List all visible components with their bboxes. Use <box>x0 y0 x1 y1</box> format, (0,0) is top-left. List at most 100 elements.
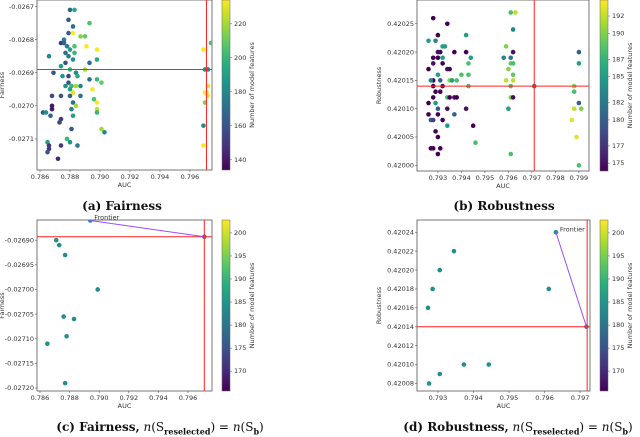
data-point <box>56 242 62 248</box>
data-point <box>435 106 441 112</box>
colorbar <box>221 219 231 392</box>
data-point <box>513 10 518 15</box>
data-point <box>435 134 441 140</box>
data-point <box>45 341 50 346</box>
data-point <box>67 93 73 99</box>
colorbar-tick-label: 195 <box>612 252 624 260</box>
data-point <box>452 49 457 55</box>
data-point <box>426 100 431 106</box>
data-point <box>51 70 56 76</box>
x-tick-label: 0.786 <box>31 173 50 181</box>
plot-area <box>36 0 213 171</box>
data-point <box>473 140 478 145</box>
data-point <box>428 146 434 151</box>
colorbar-tick-label: 190 <box>234 275 246 283</box>
data-point <box>201 47 206 52</box>
colorbar-tick-label: 185 <box>612 298 624 306</box>
y-tick-label: 0.42000 <box>387 162 414 170</box>
y-tick-label: 0.42024 <box>387 228 414 236</box>
colorbar-tick-label: 187 <box>612 55 624 63</box>
x-tick-label: 0.794 <box>464 394 483 402</box>
data-point <box>437 89 443 95</box>
data-point <box>451 248 457 254</box>
y-axis-label: Robustness <box>375 286 383 324</box>
data-point <box>201 123 206 128</box>
data-point <box>84 44 89 49</box>
data-point <box>49 106 55 112</box>
x-axis-label: AUC <box>118 402 132 410</box>
data-point <box>442 44 448 49</box>
data-point <box>99 126 104 132</box>
data-point <box>435 151 441 157</box>
data-point <box>201 143 206 148</box>
data-point <box>69 126 74 132</box>
colorbar-label: Number of model features <box>248 42 256 128</box>
data-point <box>73 83 79 89</box>
data-point <box>440 61 445 66</box>
data-point <box>53 237 59 243</box>
data-point <box>433 129 438 134</box>
data-point <box>78 83 83 89</box>
data-point <box>94 77 100 82</box>
data-point <box>64 333 69 339</box>
y-tick-label: -0.0269 <box>9 69 34 77</box>
data-point <box>58 143 64 148</box>
colorbar-tick-label: 175 <box>612 159 624 167</box>
data-point <box>62 380 68 386</box>
y-tick-label: 0.42010 <box>387 105 414 113</box>
data-point <box>94 110 100 115</box>
y-tick-label: 0.42008 <box>387 380 414 388</box>
caption-b: (b) Robustness <box>453 199 555 213</box>
frontier-label: Frontier <box>560 225 585 233</box>
data-point <box>71 316 77 322</box>
data-point <box>508 10 514 15</box>
x-tick-label: 0.786 <box>31 394 50 402</box>
data-point <box>60 73 65 79</box>
data-point <box>48 113 53 119</box>
data-point <box>454 78 460 83</box>
data-point <box>452 112 457 117</box>
colorbar-tick-label: 180 <box>234 321 246 329</box>
data-point <box>426 112 431 117</box>
caption-a: (a) Fairness <box>82 199 162 213</box>
data-point <box>466 72 471 78</box>
data-point <box>75 73 80 79</box>
data-point <box>435 112 441 117</box>
data-point <box>466 61 471 66</box>
y-tick-label: -0.02695 <box>5 261 34 269</box>
x-tick-label: 0.799 <box>570 174 589 182</box>
frontier-line <box>90 220 205 238</box>
scatter-panel-b: 0.793 0.794 0.795 0.796 0.797 0.798 0.799 0.420… <box>375 0 634 190</box>
data-point <box>445 106 450 112</box>
data-point <box>510 95 516 100</box>
data-point <box>63 60 68 66</box>
x-tick-label: 0.796 <box>499 174 518 182</box>
x-tick-label: 0.798 <box>546 174 565 182</box>
x-axis-label: AUC <box>497 402 511 410</box>
data-point <box>87 60 92 66</box>
data-point <box>454 95 460 100</box>
x-tick-label: 0.796 <box>181 173 200 181</box>
data-point <box>46 53 52 59</box>
data-point <box>78 34 83 39</box>
data-point <box>508 151 514 157</box>
colorbar <box>599 219 609 392</box>
data-point <box>486 362 492 367</box>
data-point <box>571 89 577 95</box>
colorbar-tick-label: 200 <box>234 54 246 62</box>
colorbar-tick-label: 200 <box>612 229 624 237</box>
colorbar-tick-label: 160 <box>234 122 246 130</box>
data-point <box>61 40 67 46</box>
y-tick-label: -0.0270 <box>9 102 34 110</box>
data-point <box>67 47 73 52</box>
data-point <box>70 24 76 29</box>
data-point <box>435 32 441 38</box>
colorbar-tick-label: 185 <box>234 298 246 306</box>
data-point <box>46 143 52 148</box>
data-point <box>70 100 76 105</box>
data-point <box>94 47 100 52</box>
data-point <box>430 61 436 66</box>
x-tick-label: 0.790 <box>90 394 109 402</box>
data-point <box>510 27 516 32</box>
colorbar-tick-label: 177 <box>612 142 624 150</box>
